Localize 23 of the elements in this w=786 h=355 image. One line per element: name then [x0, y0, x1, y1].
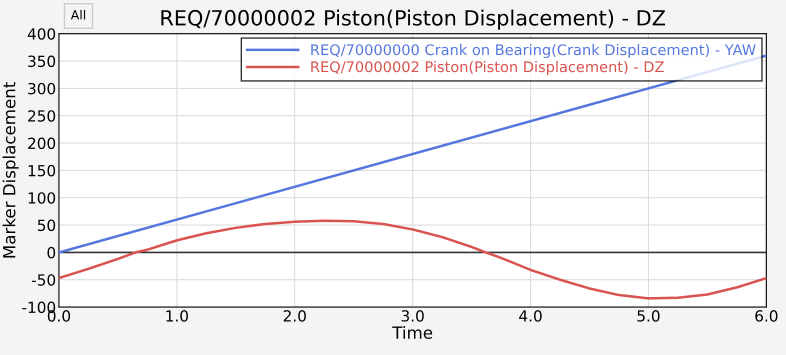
x-tick-label: 5.0 [637, 310, 660, 322]
x-tick-label: 2.0 [284, 310, 306, 322]
y-axis-title: Marker Displacement [2, 82, 19, 258]
x-axis-title: Time [392, 326, 432, 339]
y-tick-label: 300 [28, 82, 56, 94]
y-tick-label: 400 [28, 28, 56, 40]
y-tick-label: 250 [28, 110, 56, 122]
x-tick-label: 4.0 [519, 310, 542, 322]
y-tick-label: 350 [28, 56, 56, 68]
legend-label: REQ/70000002 Piston(Piston Displacement) - DZ [311, 60, 664, 76]
y-tick-label: -50 [32, 274, 56, 286]
x-tick-label: 3.0 [402, 310, 424, 322]
line-series [58, 219, 766, 300]
text: All [70, 10, 86, 20]
x-tick-label: 1.0 [166, 310, 188, 322]
legend-label: REQ/70000000 Crank on Bearing(Crank Displacement) - YAW [311, 44, 756, 58]
y-tick-label: 0 [47, 246, 56, 258]
y-tick-label: 200 [28, 138, 56, 150]
chart-title: REQ/70000002 Piston(Piston Displacement) - DZ [161, 10, 666, 30]
x-tick-label: 6.0 [755, 310, 778, 322]
y-tick-label: 50 [38, 220, 56, 232]
y-tick-label: 150 [28, 164, 56, 176]
y-tick-label: 100 [28, 192, 56, 204]
